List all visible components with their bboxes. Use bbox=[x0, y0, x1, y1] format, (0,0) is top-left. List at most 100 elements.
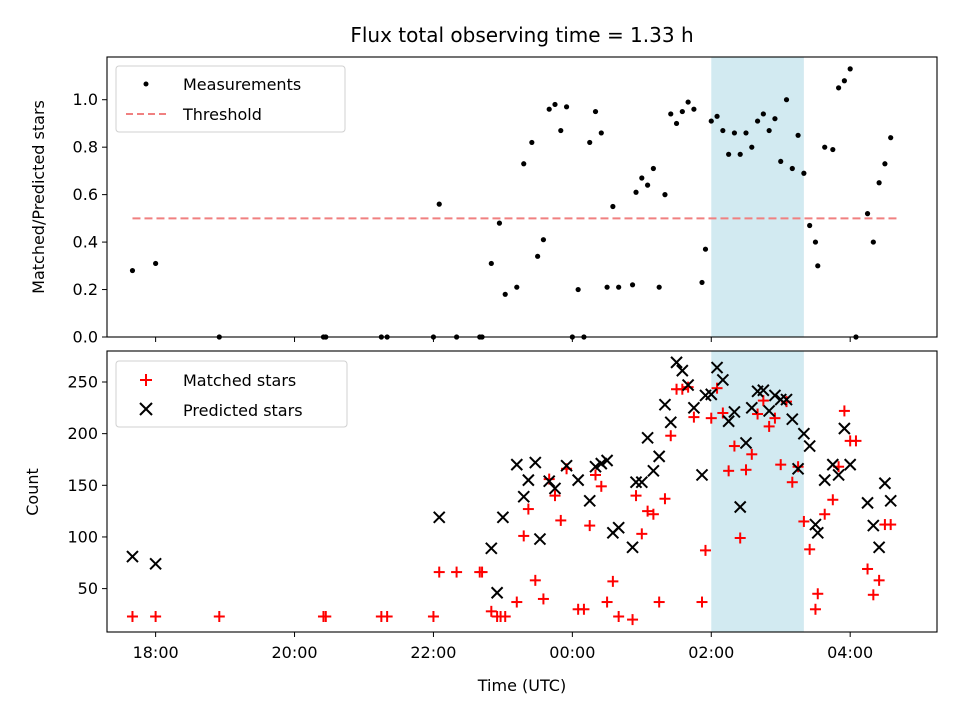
predicted-star-point bbox=[652, 450, 666, 463]
matched-star-point bbox=[873, 574, 885, 586]
legend-threshold-label: Threshold bbox=[182, 105, 262, 124]
predicted-star-point bbox=[533, 532, 547, 546]
predicted-star-point bbox=[809, 518, 822, 531]
matched-star-point bbox=[476, 566, 488, 578]
predicted-star-point bbox=[681, 378, 695, 392]
matched-star-point bbox=[746, 448, 758, 460]
matched-star-point bbox=[798, 515, 810, 527]
predicted-star-point bbox=[878, 477, 892, 490]
measurement-point bbox=[685, 99, 691, 105]
count-panel-frame bbox=[106, 350, 938, 633]
measurement-point bbox=[610, 203, 616, 210]
measurement-point bbox=[822, 144, 828, 150]
matched-star-point bbox=[699, 544, 711, 556]
matched-star-point bbox=[518, 530, 530, 542]
matched-star-point bbox=[630, 490, 642, 502]
measurement-point bbox=[888, 135, 894, 141]
matched-star-point bbox=[636, 528, 648, 540]
predicted-star-point bbox=[818, 473, 831, 487]
matched-star-point bbox=[485, 605, 497, 617]
ratio-y-tick-label: 0.4 bbox=[73, 233, 98, 252]
count-legend-box bbox=[115, 360, 348, 428]
matched-star-point bbox=[812, 588, 824, 600]
matched-star-point bbox=[590, 469, 602, 481]
predicted-star-point bbox=[826, 458, 840, 471]
predicted-star-point bbox=[490, 586, 504, 599]
predicted-star-point bbox=[641, 431, 654, 444]
predicted-star-point bbox=[803, 439, 816, 453]
measurement-point bbox=[563, 104, 570, 110]
measurement-point bbox=[876, 180, 882, 186]
matched-star-point bbox=[728, 440, 740, 452]
predicted-star-point bbox=[522, 473, 535, 487]
matched-star-point bbox=[529, 574, 541, 586]
measurement-point bbox=[749, 144, 755, 150]
predicted-star-point bbox=[716, 373, 730, 387]
predicted-star-point bbox=[496, 511, 510, 524]
predicted-star-point bbox=[548, 482, 562, 495]
measurement-point bbox=[847, 66, 853, 72]
measurement-point bbox=[795, 132, 801, 138]
measurement-point bbox=[514, 284, 520, 290]
measurement-point bbox=[644, 182, 651, 188]
measurement-point bbox=[662, 192, 668, 198]
legend-matched-marker bbox=[140, 374, 152, 386]
predicted-star-point bbox=[762, 404, 776, 418]
ratio-y-axis-label: Matched/Predicted stars bbox=[29, 100, 48, 294]
predicted-star-point bbox=[811, 526, 824, 540]
predicted-star-point bbox=[832, 468, 845, 482]
predicted-star-point bbox=[687, 401, 701, 415]
predicted-star-point bbox=[745, 401, 758, 415]
predicted-star-point bbox=[780, 393, 793, 406]
measurement-point bbox=[778, 158, 784, 165]
predicted-star-point bbox=[647, 464, 660, 478]
matched-star-point bbox=[769, 412, 781, 424]
legend-predicted-marker bbox=[139, 402, 153, 416]
measurement-point bbox=[754, 118, 761, 124]
ratio-panel: 0.0 0.2 0.4 0.6 0.8 1.0 Matched/Predicted sta… bbox=[29, 56, 938, 347]
count-highlight-band bbox=[711, 351, 804, 632]
predicted-star-point bbox=[786, 412, 799, 426]
matched-star-point bbox=[775, 459, 787, 471]
predicted-star-point bbox=[872, 541, 886, 554]
measurement-point bbox=[436, 201, 442, 207]
count-legend: Matched stars Predicted stars bbox=[115, 360, 348, 428]
measurement-point bbox=[673, 120, 680, 127]
matched-star-point bbox=[827, 494, 839, 506]
matched-star-point bbox=[627, 614, 639, 626]
matched-star-point bbox=[676, 383, 688, 395]
measurement-point bbox=[502, 291, 508, 297]
measurement-point bbox=[830, 146, 836, 153]
count-y-tick-label: 150 bbox=[67, 476, 98, 495]
matched-star-point bbox=[381, 611, 393, 623]
predicted-star-point bbox=[433, 511, 446, 524]
ratio-panel-frame bbox=[106, 56, 938, 338]
measurement-point bbox=[737, 151, 743, 157]
predicted-star-point bbox=[676, 364, 689, 377]
count-panel: 50 100 150 200 250 Count 18:00 20:00 22:00 00:0… bbox=[23, 350, 938, 695]
measurement-point bbox=[743, 130, 749, 136]
matched-star-point bbox=[642, 505, 654, 517]
measurement-point bbox=[552, 101, 558, 108]
count-y-tick-label: 100 bbox=[67, 527, 98, 546]
measurement-point bbox=[668, 111, 674, 117]
predicted-star-point bbox=[629, 475, 643, 489]
predicted-star-point bbox=[757, 384, 770, 397]
matched-star-point bbox=[601, 596, 613, 608]
predicted-star-point bbox=[843, 458, 857, 471]
measurement-point bbox=[812, 239, 819, 245]
x-tick-label: 18:00 bbox=[133, 643, 179, 662]
legend-predicted-label: Predicted stars bbox=[183, 401, 303, 420]
predicted-star-point bbox=[670, 356, 683, 369]
predicted-star-point bbox=[126, 550, 139, 563]
matched-star-point bbox=[150, 611, 162, 623]
matched-star-point bbox=[734, 532, 746, 544]
ratio-y-tick-label: 0.6 bbox=[73, 185, 98, 204]
matched-star-point bbox=[838, 405, 850, 417]
x-tick-label: 02:00 bbox=[688, 643, 734, 662]
measurement-point bbox=[772, 116, 778, 122]
measurement-point bbox=[760, 111, 766, 117]
predicted-star-point bbox=[542, 474, 556, 488]
count-y-tick-label: 250 bbox=[67, 372, 98, 391]
matched-star-point bbox=[433, 566, 445, 578]
